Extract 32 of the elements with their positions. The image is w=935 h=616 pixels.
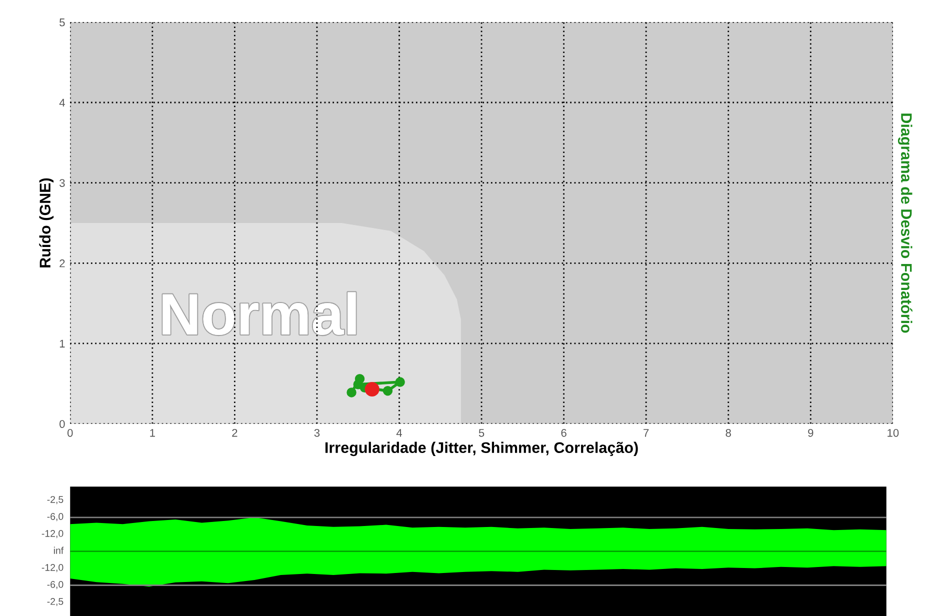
x-axis-title: Irregularidade (Jitter, Shimmer, Correlação) [325, 442, 638, 456]
y-tick-label: 5 [60, 18, 65, 26]
x-tick-label: 10 [888, 428, 899, 437]
text: inf [54, 546, 64, 554]
text: -6,0 [47, 581, 64, 590]
point [382, 386, 393, 396]
x-tick-label: 3 [314, 428, 320, 437]
x-tick-label: 5 [478, 429, 484, 437]
x-tick-label: 0 [67, 428, 73, 437]
point [364, 382, 380, 397]
text: -6,0 [47, 513, 64, 522]
text: -2,5 [47, 496, 64, 504]
x-tick-label: 2 [232, 428, 238, 437]
y-tick-label: 4 [59, 98, 65, 107]
x-tick-label: 9 [808, 428, 814, 437]
text: -2,5 [47, 598, 64, 606]
y-tick-label: 2 [60, 259, 65, 268]
x-tick-label: 1 [150, 429, 155, 437]
y-tick-label: 3 [60, 179, 65, 187]
annotation: Normal [162, 292, 356, 336]
y-tick-label: 1 [60, 340, 65, 348]
y-axis-title: Ruído (GNE) [39, 178, 54, 268]
x-tick-label: 6 [561, 428, 566, 437]
point [395, 377, 405, 387]
text: -12,0 [42, 530, 64, 538]
x-tick-label: 4 [396, 429, 402, 437]
y-tick-label: 0 [60, 420, 65, 428]
point [346, 388, 356, 398]
text: -12,0 [42, 564, 64, 572]
y2-axis-title: Diagrama de Desvio Fonatório [898, 114, 912, 333]
x-tick-label: 7 [644, 429, 649, 437]
x-tick-label: 8 [726, 428, 731, 437]
